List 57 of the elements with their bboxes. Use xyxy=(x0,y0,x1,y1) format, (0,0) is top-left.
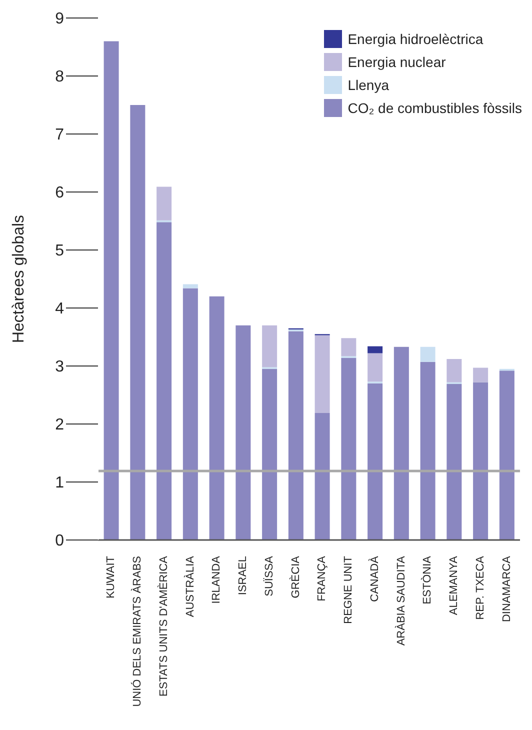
y-axis-title: Hectàrees globals xyxy=(10,214,28,344)
bar xyxy=(446,359,462,382)
bar xyxy=(182,284,198,288)
y-tick-label: 0 xyxy=(55,532,64,550)
bar xyxy=(368,346,383,354)
x-tick-label: REGNE UNIT xyxy=(342,556,355,624)
bar xyxy=(182,288,198,540)
bar xyxy=(420,346,436,362)
bar xyxy=(104,41,119,540)
y-tick-label: 9 xyxy=(55,10,64,28)
legend-label: Energia hidroelèctrica xyxy=(348,31,484,47)
bar xyxy=(156,186,172,220)
y-tick-label: 7 xyxy=(55,126,64,144)
bar xyxy=(341,358,356,540)
bar xyxy=(368,383,383,540)
x-tick-label: CANADÀ xyxy=(368,555,381,602)
x-tick-label: KUWAIT xyxy=(105,556,118,598)
bar xyxy=(314,412,330,540)
legend-label: Energia nuclear xyxy=(348,54,446,70)
x-tick-label: ESTÒNIA xyxy=(420,555,434,604)
x-tick-label: AUSTRÀLIA xyxy=(183,555,196,618)
y-tick-label: 3 xyxy=(55,358,64,376)
bar xyxy=(130,105,146,540)
bar xyxy=(236,325,251,540)
bar xyxy=(288,331,304,540)
y-tick-label: 2 xyxy=(55,416,64,434)
y-tick-label: 6 xyxy=(55,184,64,202)
y-tick-label: 8 xyxy=(55,68,64,86)
x-tick-label: ARÀBIA SAUDITA xyxy=(394,555,408,646)
bar xyxy=(368,353,383,382)
x-tick-label: ALEMANYA xyxy=(448,555,460,616)
bar xyxy=(473,382,488,540)
bar xyxy=(209,296,224,540)
y-tick-label: 4 xyxy=(55,300,64,318)
x-tick-label: IRLANDA xyxy=(210,555,223,604)
bar xyxy=(420,362,436,540)
bar xyxy=(262,368,278,540)
x-tick-label: REP. TXECA xyxy=(474,555,486,620)
x-tick-label: GRÈCIA xyxy=(288,555,302,598)
x-tick-label: UNIÓ DELS EMIRATS ÀRABS xyxy=(130,556,144,707)
x-tick-label: DINAMARCA xyxy=(500,555,513,622)
bar xyxy=(446,384,462,540)
bar xyxy=(473,368,488,382)
bar xyxy=(341,338,356,356)
bar xyxy=(394,346,409,540)
bar xyxy=(314,335,330,413)
y-tick-label: 1 xyxy=(55,474,64,492)
x-tick-label: ISRAEL xyxy=(237,556,250,596)
bar xyxy=(156,222,172,540)
x-tick-label: FRANÇA xyxy=(316,555,328,602)
x-tick-label: SUÏSSA xyxy=(262,555,276,596)
x-tick-label: ESTATS UNITS D'AMÈRICA xyxy=(156,555,170,696)
bar xyxy=(499,370,514,540)
y-tick-label: 5 xyxy=(55,242,64,260)
bar xyxy=(262,325,278,368)
legend-label: CO₂ de combustibles fòssils xyxy=(348,100,522,116)
legend-label: Llenya xyxy=(348,77,389,93)
